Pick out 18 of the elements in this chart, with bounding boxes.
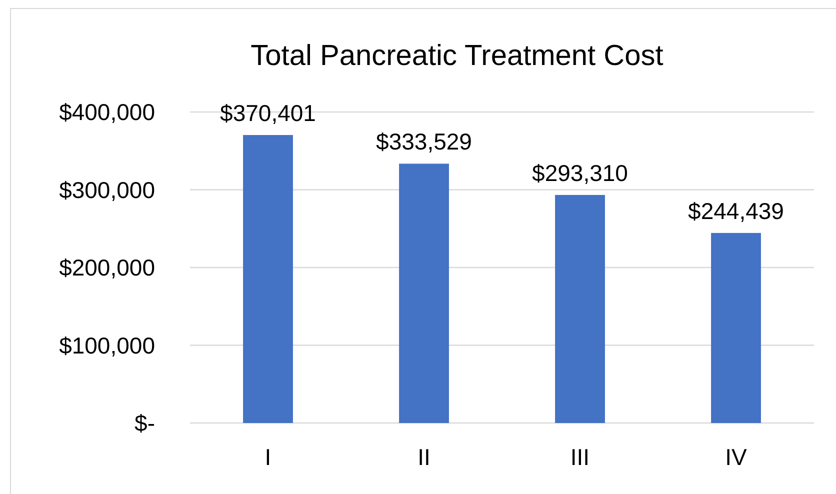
y-tick-label: $200,000	[59, 254, 155, 281]
data-label: $333,529	[376, 128, 472, 155]
x-tick-label: I	[264, 444, 272, 470]
bar	[555, 194, 605, 423]
data-label: $370,401	[220, 100, 316, 126]
x-tick-label: III	[570, 444, 590, 470]
x-tick-label: II	[418, 444, 430, 470]
y-tick-label: $-	[134, 410, 155, 436]
bar	[711, 232, 761, 423]
y-tick-label: $400,000	[59, 99, 155, 126]
x-tick-label: IV	[725, 444, 748, 470]
bar	[399, 164, 449, 423]
data-label: $293,310	[532, 160, 628, 186]
data-label: $244,439	[688, 198, 784, 224]
y-tick-label: $300,000	[59, 176, 155, 203]
chart-title: Total Pancreatic Treatment Cost	[250, 40, 664, 72]
bar	[243, 135, 293, 423]
y-tick-label: $100,000	[59, 332, 155, 358]
